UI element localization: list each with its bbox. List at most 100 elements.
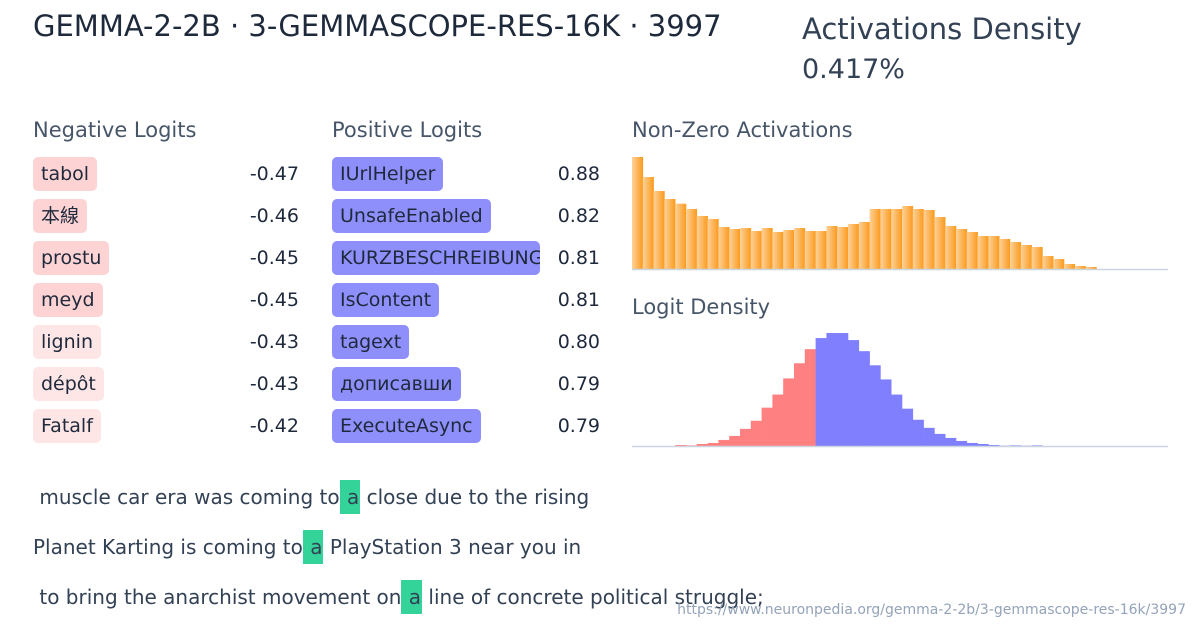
activation-bar <box>848 224 860 269</box>
negative-logit-bar <box>675 444 687 446</box>
negative-logit-token[interactable]: tabol <box>33 157 98 191</box>
positive-logit-bar <box>869 365 881 446</box>
context-before: Planet Karting is coming to <box>33 535 303 559</box>
positive-logit-token[interactable]: KURZBESCHREIBUNG <box>332 241 540 275</box>
activation-bar <box>999 239 1011 269</box>
positive-logit-bar <box>826 333 838 446</box>
positive-logit-bar <box>945 437 957 446</box>
negative-logit-token[interactable]: lignin <box>33 325 101 359</box>
activation-bar <box>664 199 676 269</box>
activation-bar <box>653 191 665 269</box>
positive-logits-heading: Positive Logits <box>332 118 483 142</box>
negative-logit-value: -0.45 <box>249 289 299 311</box>
activation-bar <box>686 209 698 269</box>
positive-logit-bar <box>923 427 935 446</box>
positive-logit-token[interactable]: IsContent <box>332 283 440 317</box>
activation-bar <box>1053 259 1065 269</box>
activations-density-value: 0.417% <box>802 54 905 85</box>
positive-logit-bar <box>902 408 914 446</box>
negative-logit-bar <box>729 435 741 446</box>
positive-logit-value: 0.88 <box>557 163 600 185</box>
activating-token: a <box>339 480 361 514</box>
activation-bar <box>718 227 730 269</box>
activation-bar <box>837 227 849 269</box>
positive-logit-value: 0.82 <box>557 205 600 227</box>
activation-bar <box>783 230 795 269</box>
positive-logit-bar <box>858 351 870 446</box>
activation-bar <box>966 232 978 269</box>
negative-logits-heading: Negative Logits <box>33 118 197 142</box>
activation-example[interactable]: to bring the anarchist movement on a lin… <box>33 580 764 614</box>
negative-logit-value: -0.43 <box>249 373 299 395</box>
negative-logit-bar <box>707 442 719 446</box>
context-after: PlayStation 3 near you in <box>323 535 582 559</box>
activation-bar <box>1010 242 1022 269</box>
logit-density-chart <box>632 333 1168 448</box>
negative-logit-token[interactable]: dépôt <box>33 367 104 401</box>
positive-logit-bar <box>934 433 946 446</box>
negative-logit-token[interactable]: prostu <box>33 241 110 275</box>
negative-logit-value: -0.45 <box>249 247 299 269</box>
activation-bar <box>740 228 752 269</box>
activation-bar <box>815 231 827 269</box>
positive-logit-token[interactable]: tagext <box>332 325 410 359</box>
activation-bar <box>1074 266 1086 269</box>
negative-logit-bar <box>772 394 784 446</box>
positive-logit-bar <box>912 419 924 446</box>
positive-logit-value: 0.80 <box>557 331 600 353</box>
activation-bar <box>1042 256 1054 269</box>
positive-logit-value: 0.79 <box>557 415 600 437</box>
positive-logit-token[interactable]: IUrlHelper <box>332 157 444 191</box>
activation-bar <box>956 229 968 269</box>
negative-logit-token[interactable]: Fatalf <box>33 409 101 443</box>
activating-token: a <box>302 530 324 564</box>
negative-logit-token[interactable]: 本線 <box>33 199 88 233</box>
positive-logit-value: 0.81 <box>557 289 600 311</box>
non-zero-activations-chart <box>632 157 1168 271</box>
activations-density-label: Activations Density <box>802 12 1082 46</box>
activation-bar <box>1085 267 1097 269</box>
activation-example[interactable]: Planet Karting is coming to a PlayStatio… <box>33 530 581 564</box>
activation-bar <box>761 228 773 269</box>
positive-logit-bar <box>988 444 1000 446</box>
activation-bar <box>858 222 870 269</box>
activation-bar <box>1031 247 1043 269</box>
activation-bar <box>1020 245 1032 269</box>
positive-logit-bar <box>837 333 849 446</box>
activation-bar <box>880 209 892 269</box>
activation-bar <box>945 226 957 269</box>
activation-bar <box>891 209 903 269</box>
negative-logit-value: -0.46 <box>249 205 299 227</box>
positive-logit-token[interactable]: UnsafeEnabled <box>332 199 491 233</box>
non-zero-activations-heading: Non-Zero Activations <box>632 118 853 142</box>
source-url[interactable]: https://www.neuronpedia.org/gemma-2-2b/3… <box>677 602 1186 618</box>
activation-bar <box>794 228 806 269</box>
negative-logit-bar <box>804 349 816 446</box>
activation-example[interactable]: muscle car era was coming to a close due… <box>33 480 589 514</box>
logit-density-heading: Logit Density <box>632 295 771 319</box>
activation-bar <box>804 231 816 269</box>
activation-bar <box>729 229 741 269</box>
negative-logit-bar <box>750 420 762 446</box>
negative-logit-bar <box>686 445 698 446</box>
positive-logit-token[interactable]: дописавши <box>332 367 461 401</box>
activation-bar <box>869 209 881 269</box>
positive-logit-value: 0.81 <box>557 247 600 269</box>
activation-bar <box>977 236 989 269</box>
negative-logit-token[interactable]: meyd <box>33 283 103 317</box>
activation-bar <box>902 206 914 269</box>
negative-logit-value: -0.47 <box>249 163 299 185</box>
context-after: close due to the rising <box>360 485 590 509</box>
activation-bar <box>826 226 838 269</box>
page-title: GEMMA-2-2B · 3-GEMMASCOPE-RES-16K · 3997 <box>33 9 722 43</box>
activation-bar <box>772 232 784 269</box>
activation-bar <box>675 203 687 269</box>
positive-logit-token[interactable]: ExecuteAsync <box>332 409 481 443</box>
negative-logit-bar <box>740 428 752 446</box>
activation-bar <box>642 177 654 269</box>
activation-bar <box>923 210 935 269</box>
activation-bar <box>696 216 708 269</box>
positive-logit-bar <box>815 338 827 446</box>
activation-bar <box>750 231 762 269</box>
negative-logit-bar <box>794 363 806 446</box>
